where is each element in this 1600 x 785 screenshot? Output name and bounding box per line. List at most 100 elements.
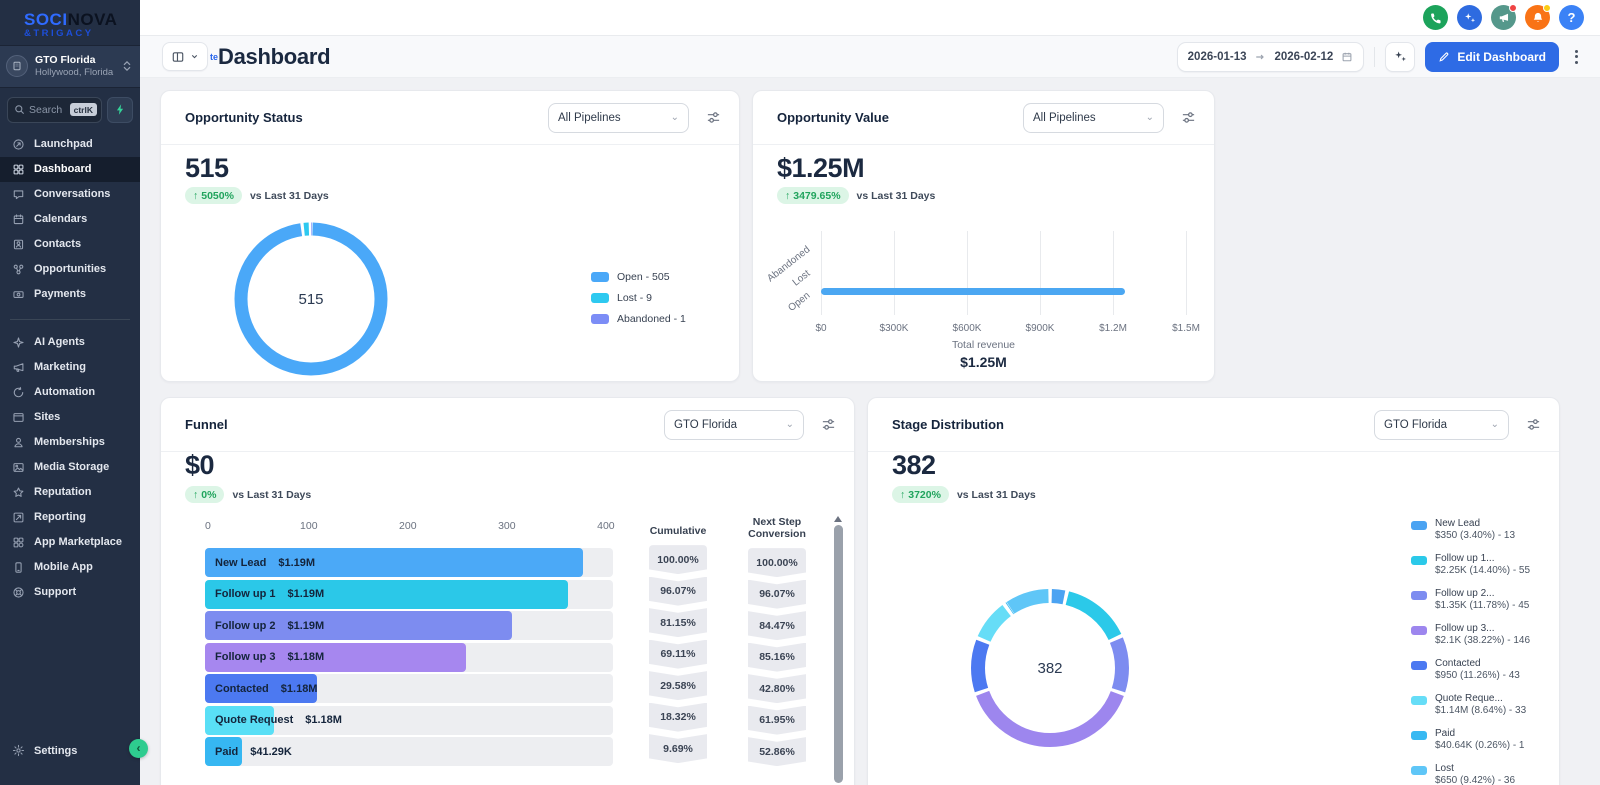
sidebar-item-mobile-app[interactable]: Mobile App	[0, 555, 140, 580]
sidebar-item-label: AI Agents	[34, 336, 85, 349]
legend-item[interactable]: Open - 505	[591, 271, 686, 283]
funnel-row-quote-request[interactable]: Quote Request $1.18M	[205, 705, 613, 735]
funnel-bar-label: Contacted $1.18M	[215, 682, 318, 695]
funnel-row-follow-up-1[interactable]: Follow up 1 $1.19M	[205, 579, 613, 609]
widget-filter-icon[interactable]	[1181, 110, 1196, 125]
legend-item[interactable]: Lost - 9	[591, 292, 686, 304]
conversion-cell: 81.15%	[649, 608, 707, 638]
scroll-up-arrow[interactable]	[834, 516, 842, 522]
funnel-bar-label: New Lead $1.19M	[215, 556, 316, 569]
card-funnel: Funnel GTO Florida ⌄ $0 ↑ 0% vs Last 31 D…	[160, 397, 855, 785]
legend-item[interactable]: Follow up 1... $2.25K (14.40%) - 55	[1411, 553, 1530, 578]
sidebar-item-reputation[interactable]: Reputation	[0, 480, 140, 505]
widget-filter-icon[interactable]	[1526, 417, 1541, 432]
sidebar-item-launchpad[interactable]: Launchpad	[0, 132, 140, 157]
sidebar-item-sites[interactable]: Sites	[0, 405, 140, 430]
widget-filter-icon[interactable]	[821, 417, 836, 432]
funnel-row-contacted[interactable]: Contacted $1.18M	[205, 674, 613, 703]
sidebar-item-payments[interactable]: Payments	[0, 282, 140, 307]
location-filter-dropdown[interactable]: GTO Florida ⌄	[664, 409, 804, 440]
legend-item[interactable]: Lost $650 (9.42%) - 36	[1411, 763, 1530, 785]
funnel-row-new-lead[interactable]: New Lead $1.19M	[205, 548, 613, 577]
more-options-button[interactable]	[1569, 44, 1584, 70]
search-input[interactable]: Search ctrlK	[7, 96, 102, 123]
sparkles-button[interactable]	[1457, 5, 1482, 30]
legend-item[interactable]: Follow up 2... $1.35K (11.78%) - 45	[1411, 588, 1530, 613]
sidebar-item-dashboard[interactable]: Dashboard	[0, 156, 140, 182]
sidebar-item-label: Settings	[34, 744, 78, 757]
megaphone-button[interactable]	[1491, 4, 1517, 30]
sidebar-item-media-storage[interactable]: Media Storage	[0, 455, 140, 480]
funnel-bar	[205, 548, 584, 577]
pipeline-filter-dropdown[interactable]: All Pipelines ⌄	[1023, 102, 1164, 133]
sidebar-item-label: Payments	[34, 288, 86, 301]
sidebar-item-contacts[interactable]: Contacts	[0, 232, 140, 257]
ai-wand-button[interactable]	[1385, 41, 1416, 72]
sidebar-item-automation[interactable]: Automation	[0, 380, 140, 405]
settings-icon	[12, 744, 25, 757]
quick-actions-button[interactable]	[107, 96, 133, 123]
sidebar-item-app-marketplace[interactable]: App Marketplace	[0, 530, 140, 555]
launchpad-icon	[12, 138, 25, 151]
sidebar-item-label: Mobile App	[34, 561, 93, 574]
funnel-row-follow-up-2[interactable]: Follow up 2 $1.19M	[205, 611, 613, 640]
hidden-link-fragment[interactable]: te	[210, 51, 219, 62]
sidebar-divider	[10, 318, 130, 320]
sidebar-item-settings[interactable]: Settings	[0, 738, 140, 763]
legend-item[interactable]: Contacted $950 (11.26%) - 43	[1411, 658, 1530, 683]
funnel-axis-label: 300	[498, 520, 516, 532]
sidebar-item-memberships[interactable]: Memberships	[0, 430, 140, 455]
legend-detail: $350 (3.40%) - 13	[1435, 530, 1516, 541]
column-header: Cumulative	[649, 525, 707, 537]
legend-label: New Lead	[1435, 518, 1481, 529]
chevron-down-icon: ⌄	[670, 112, 679, 123]
legend-item[interactable]: Abandoned - 1	[591, 313, 686, 325]
funnel-row-paid[interactable]: Paid $41.29K	[205, 737, 613, 766]
dashboard-switcher-button[interactable]	[162, 42, 208, 71]
date-start: 2026-01-13	[1187, 50, 1247, 63]
app-logo[interactable]: SOCINOVA &TRIGACY	[0, 0, 140, 45]
help-button[interactable]: ?	[1559, 5, 1584, 30]
funnel-row-follow-up-3[interactable]: Follow up 3 $1.18M	[205, 642, 613, 672]
chevron-updown-icon	[122, 60, 132, 72]
legend-label: Follow up 2...	[1435, 588, 1495, 599]
legend-item[interactable]: New Lead $350 (3.40%) - 13	[1411, 518, 1530, 543]
payments-icon	[12, 288, 25, 301]
legend-item[interactable]: Follow up 3... $2.1K (38.22%) - 146	[1411, 623, 1530, 648]
sidebar-collapse-button[interactable]: ‹	[129, 739, 148, 758]
legend-label: Open - 505	[617, 271, 670, 283]
date-end: 2026-02-12	[1274, 50, 1334, 63]
funnel-axis-label: 100	[300, 520, 318, 532]
sidebar-item-ai-agents[interactable]: AI Agents	[0, 330, 140, 355]
pipeline-filter-dropdown[interactable]: All Pipelines ⌄	[548, 102, 689, 133]
bell-button[interactable]	[1525, 4, 1551, 30]
open-value-bar[interactable]	[821, 288, 1126, 295]
edit-dashboard-button[interactable]: Edit Dashboard	[1425, 41, 1559, 72]
location-filter-dropdown[interactable]: GTO Florida ⌄	[1374, 409, 1509, 440]
phone-button[interactable]	[1423, 5, 1448, 30]
gridline	[1113, 231, 1114, 315]
legend-item[interactable]: Quote Reque... $1.14M (8.64%) - 33	[1411, 693, 1530, 718]
sidebar-item-label: Dashboard	[34, 163, 92, 176]
notification-dot	[1509, 4, 1517, 12]
date-range-picker[interactable]: 2026-01-13 2026-02-12	[1176, 41, 1365, 72]
status-legend: Open - 505 Lost - 9 Abandoned - 1	[591, 271, 686, 325]
legend-item[interactable]: Paid $40.64K (0.26%) - 1	[1411, 728, 1530, 753]
nav-secondary: AI Agents Marketing Automation Sites Members…	[0, 330, 140, 605]
sidebar-item-opportunities[interactable]: Opportunities	[0, 257, 140, 282]
sidebar-item-label: Reporting	[34, 511, 86, 524]
sidebar-item-reporting[interactable]: Reporting	[0, 505, 140, 530]
sidebar-item-calendars[interactable]: Calendars	[0, 207, 140, 232]
conversion-cell: 100.00%	[649, 545, 707, 575]
page-header: te Dashboard 2026-01-13 2026-02-12 Edit …	[140, 36, 1600, 78]
bell-icon	[1531, 11, 1545, 25]
sidebar-item-marketing[interactable]: Marketing	[0, 355, 140, 380]
sidebar-item-support[interactable]: Support	[0, 580, 140, 605]
sidebar-item-conversations[interactable]: Conversations	[0, 182, 140, 207]
legend-swatch	[1411, 696, 1427, 705]
location-switcher[interactable]: GTO Florida Hollywood, Florida	[0, 45, 140, 88]
scrollbar-thumb[interactable]	[833, 525, 843, 783]
widget-filter-icon[interactable]	[706, 110, 721, 125]
stage-donut-chart: 382	[962, 580, 1138, 756]
delta-note: vs Last 31 Days	[856, 189, 936, 202]
